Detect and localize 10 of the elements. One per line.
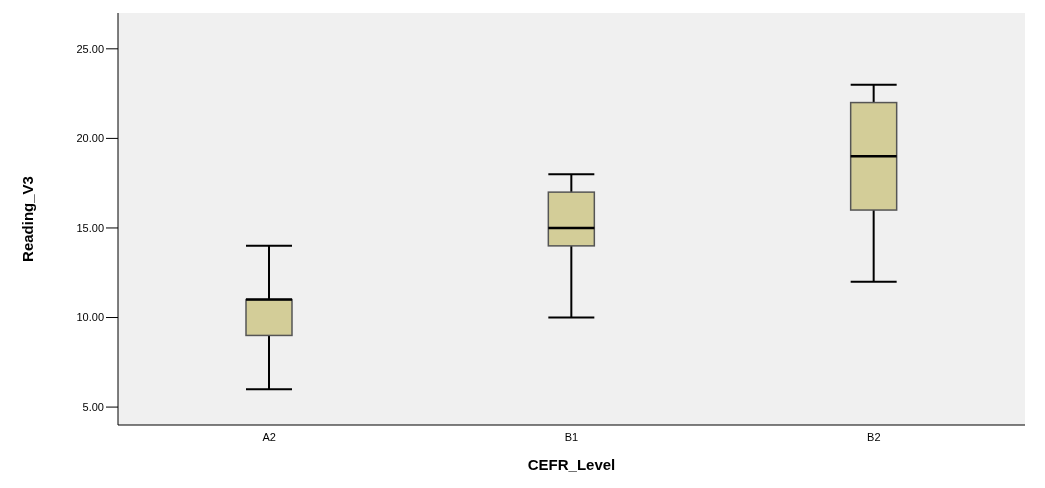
x-tick-label: A2 [262, 430, 276, 443]
x-axis-title: CEFR_Level [527, 456, 616, 473]
y-tick-label: 5.00 [82, 400, 104, 413]
y-tick-label: 15.00 [76, 221, 104, 234]
y-axis-title: Reading_V3 [19, 176, 37, 262]
y-tick-label: 20.00 [76, 132, 104, 145]
y-tick-label: 25.00 [76, 42, 104, 55]
y-tick-label: 10.00 [76, 311, 104, 324]
x-tick-label: B1 [564, 430, 579, 443]
x-tick-label: B2 [867, 430, 881, 443]
